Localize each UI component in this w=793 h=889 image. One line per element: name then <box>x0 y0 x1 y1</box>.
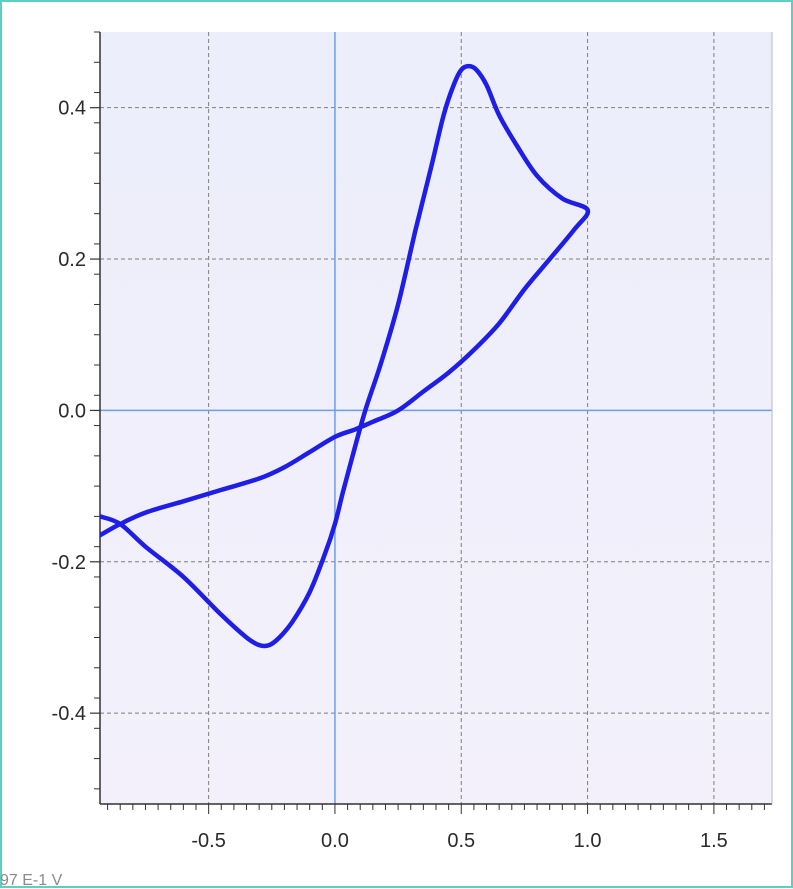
y-tick-label: -0.4 <box>52 703 86 725</box>
series-line <box>100 63 591 649</box>
y-tick-label: 0.4 <box>58 98 86 120</box>
y-tick-label: 0.0 <box>58 400 86 422</box>
y-tick-label: 0.2 <box>58 249 86 271</box>
plot-background <box>100 32 772 804</box>
x-tick-label: 0.5 <box>447 830 475 852</box>
x-tick-label: 0.0 <box>321 830 349 852</box>
x-tick-label: 1.0 <box>574 830 602 852</box>
x-tick-label: 1.5 <box>700 830 728 852</box>
y-tick-label: -0.2 <box>52 552 86 574</box>
footer-text: 97 E-1 V <box>0 872 63 889</box>
x-tick-label: -0.5 <box>191 830 225 852</box>
